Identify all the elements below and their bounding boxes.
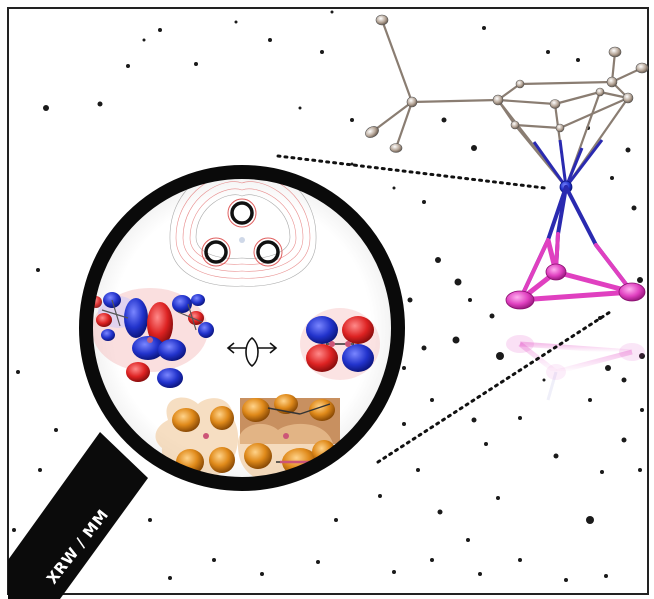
diffraction-spot (407, 297, 413, 303)
diffraction-spot (454, 278, 462, 286)
diffraction-spot (430, 558, 434, 562)
coordination-bonds (497, 91, 629, 188)
diffraction-spot (471, 417, 477, 423)
diffraction-spot (43, 105, 49, 111)
diffraction-spot (518, 416, 522, 420)
molecular-orbital-left (90, 288, 214, 388)
diffraction-spot (320, 50, 324, 54)
diffraction-spot (441, 117, 447, 123)
diffraction-spot (36, 268, 40, 272)
diffraction-spot (639, 353, 645, 359)
diffraction-spot (148, 518, 152, 522)
metal-cluster (505, 239, 646, 310)
diffraction-spot (234, 20, 238, 24)
diffraction-spot (471, 145, 477, 151)
ligand-atoms (365, 14, 649, 153)
diffraction-spot (38, 468, 42, 472)
diffraction-spot (489, 313, 495, 319)
diffraction-spot (16, 370, 20, 374)
diffraction-spot (564, 578, 568, 582)
diffraction-spot (542, 378, 546, 382)
diffraction-spot (350, 118, 354, 122)
magnifier-ring (79, 165, 405, 491)
zoom-line-bottom (376, 310, 612, 464)
diffraction-spot (631, 205, 637, 211)
diffraction-spot (416, 468, 420, 472)
diffraction-spot (586, 516, 594, 524)
diffraction-spot (621, 437, 627, 443)
diffraction-spot (640, 408, 644, 412)
diffraction-spot (600, 470, 604, 474)
diffraction-spot (553, 453, 559, 459)
diffraction-spot (260, 572, 264, 576)
diffraction-spot (484, 442, 488, 446)
diffraction-spot (546, 50, 550, 54)
diffraction-spot (588, 398, 592, 402)
diffraction-spot (126, 64, 130, 68)
contour-plot (169, 176, 317, 287)
diffraction-spot (334, 518, 338, 522)
diffraction-spot (430, 398, 434, 402)
diffraction-spot (621, 377, 627, 383)
diffraction-spot (605, 365, 611, 371)
diffraction-spot (194, 62, 198, 66)
diffraction-spot (402, 366, 406, 370)
diffraction-spot (496, 496, 500, 500)
molecular-orbital-right (300, 308, 380, 380)
diffraction-spot (576, 58, 580, 62)
diffraction-spot (212, 558, 216, 562)
diffraction-spot (468, 298, 472, 302)
cluster-reflection (506, 335, 645, 401)
diffraction-spot (518, 558, 522, 562)
diffraction-spot (298, 106, 302, 110)
diffraction-spot (466, 538, 470, 542)
diffraction-spot (350, 162, 354, 166)
diffraction-spot (421, 345, 427, 351)
diffraction-spot (452, 336, 460, 344)
diffraction-spot (496, 352, 504, 360)
diffraction-spot (604, 574, 608, 578)
diffraction-spot (402, 422, 406, 426)
diffraction-spot (392, 570, 396, 574)
diffraction-spot (316, 560, 320, 564)
diffraction-spot (54, 428, 58, 432)
diffraction-spot (482, 26, 486, 30)
diffraction-spot (437, 509, 443, 515)
diffraction-spot (378, 494, 382, 498)
diffraction-spot (392, 186, 396, 190)
diffraction-spot (422, 200, 426, 204)
diffraction-spot (435, 257, 441, 263)
diffraction-spot (478, 572, 482, 576)
diffraction-spot (637, 277, 643, 283)
diffraction-spot (625, 147, 631, 153)
diffraction-spot (168, 576, 172, 580)
rotation-arrow-icon (226, 336, 278, 368)
zoom-line-top (276, 154, 547, 190)
diffraction-spot (12, 528, 16, 532)
ligand-framework (371, 19, 643, 149)
diffraction-spot (97, 101, 103, 107)
diffraction-spot (268, 38, 272, 42)
diffraction-spot (638, 468, 642, 472)
diffraction-spot (610, 176, 614, 180)
diffraction-spot (142, 38, 146, 42)
diffraction-spot (158, 28, 162, 32)
diffraction-spot (330, 10, 334, 14)
